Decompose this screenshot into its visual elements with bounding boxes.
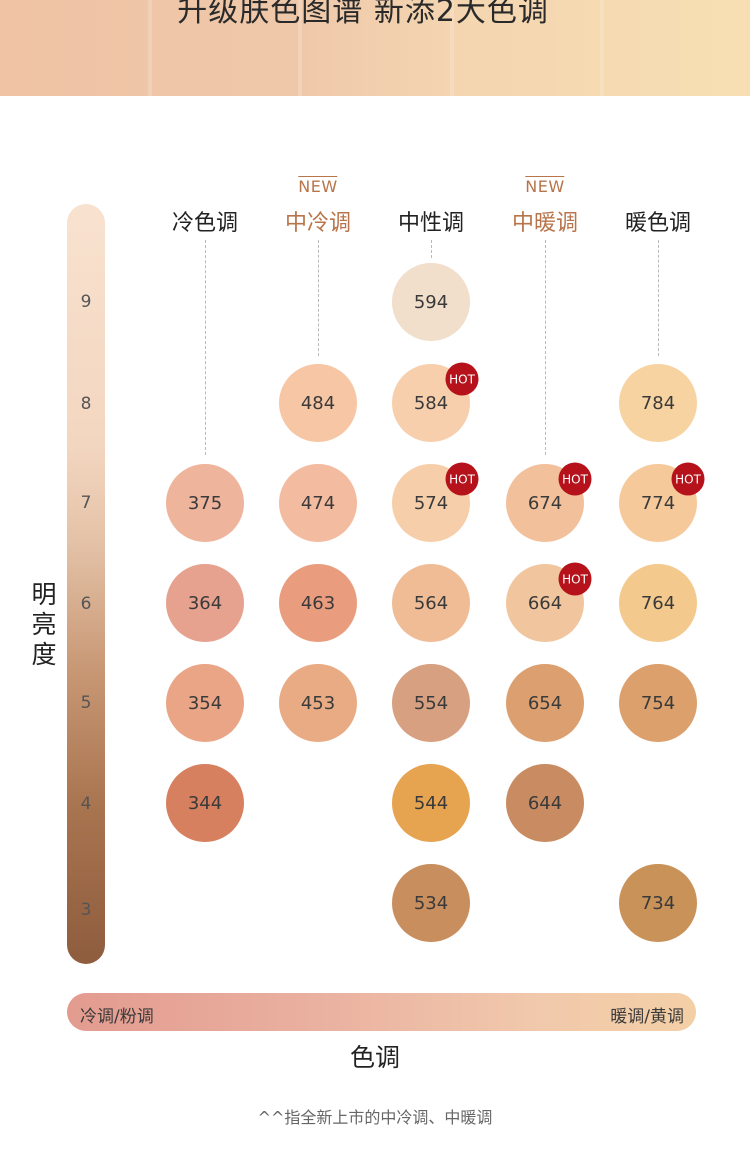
- hot-badge: HOT: [671, 462, 705, 496]
- shade-swatch[interactable]: 453: [279, 664, 357, 742]
- column-header-cool: 冷色调: [171, 211, 239, 236]
- column-guide-line: [545, 240, 546, 455]
- tone-axis-right-label: 暖调/黄调: [610, 1007, 684, 1027]
- header-banner: 升级肤色图谱 新添2大色调^^: [0, 0, 750, 96]
- shade-swatch[interactable]: 644: [506, 764, 584, 842]
- shade-swatch[interactable]: 364: [166, 564, 244, 642]
- column-guide-line: [431, 240, 432, 258]
- column-header-mid-warm: 中暖调: [511, 211, 579, 236]
- column-header-neutral: 中性调: [397, 211, 465, 236]
- column-guide-line: [205, 240, 206, 455]
- column-header-mid-cool: 中冷调: [284, 211, 352, 236]
- shade-swatch[interactable]: 784: [619, 364, 697, 442]
- banner-title-text: 升级肤色图谱 新添2大色调: [177, 0, 549, 29]
- brightness-level-8: 8: [80, 394, 92, 414]
- shade-swatch[interactable]: 734: [619, 864, 697, 942]
- brightness-level-3: 3: [80, 900, 92, 920]
- shade-swatch[interactable]: 544: [392, 764, 470, 842]
- hot-badge: HOT: [445, 462, 479, 496]
- shade-swatch[interactable]: 764: [619, 564, 697, 642]
- column-guide-line: [658, 240, 659, 356]
- column-guide-line: [318, 240, 319, 356]
- banner-texture: [450, 0, 454, 96]
- footnote: ^^指全新上市的中冷调、中暖调: [257, 1108, 493, 1127]
- shade-swatch[interactable]: 564: [392, 564, 470, 642]
- shade-swatch[interactable]: 554: [392, 664, 470, 742]
- shade-swatch[interactable]: 354: [166, 664, 244, 742]
- shade-swatch[interactable]: 754: [619, 664, 697, 742]
- shade-swatch[interactable]: 484: [279, 364, 357, 442]
- shade-swatch[interactable]: 463: [279, 564, 357, 642]
- banner-texture: [148, 0, 152, 96]
- new-tag: NEW: [298, 176, 338, 196]
- brightness-axis-char: 亮: [31, 610, 57, 639]
- hot-badge: HOT: [558, 462, 592, 496]
- brightness-level-4: 4: [80, 794, 92, 814]
- shade-swatch[interactable]: 584: [392, 364, 470, 442]
- brightness-level-5: 5: [80, 693, 92, 713]
- new-tag: NEW: [525, 176, 565, 196]
- brightness-level-6: 6: [80, 594, 92, 614]
- brightness-gradient-bar: [67, 204, 105, 964]
- banner-texture: [298, 0, 302, 96]
- tone-gradient-bar: [67, 993, 696, 1031]
- hot-badge: HOT: [445, 362, 479, 396]
- hot-badge: HOT: [558, 562, 592, 596]
- banner-title-mark: ^^: [549, 0, 573, 1]
- shade-swatch[interactable]: 654: [506, 664, 584, 742]
- shade-swatch[interactable]: 594: [392, 263, 470, 341]
- brightness-axis-char: 明: [31, 580, 57, 609]
- shade-swatch[interactable]: 474: [279, 464, 357, 542]
- brightness-level-9: 9: [80, 292, 92, 312]
- shade-swatch[interactable]: 344: [166, 764, 244, 842]
- brightness-level-7: 7: [80, 493, 92, 513]
- banner-texture: [600, 0, 604, 96]
- shade-swatch[interactable]: 664: [506, 564, 584, 642]
- banner-title: 升级肤色图谱 新添2大色调^^: [0, 0, 750, 30]
- tone-axis-title: 色调: [349, 1043, 400, 1072]
- shade-swatch[interactable]: 534: [392, 864, 470, 942]
- tone-axis-left-label: 冷调/粉调: [80, 1007, 154, 1027]
- brightness-axis-title: 明 亮 度: [30, 580, 58, 670]
- shade-swatch[interactable]: 375: [166, 464, 244, 542]
- column-header-warm: 暖色调: [624, 211, 692, 236]
- brightness-axis-char: 度: [31, 640, 57, 669]
